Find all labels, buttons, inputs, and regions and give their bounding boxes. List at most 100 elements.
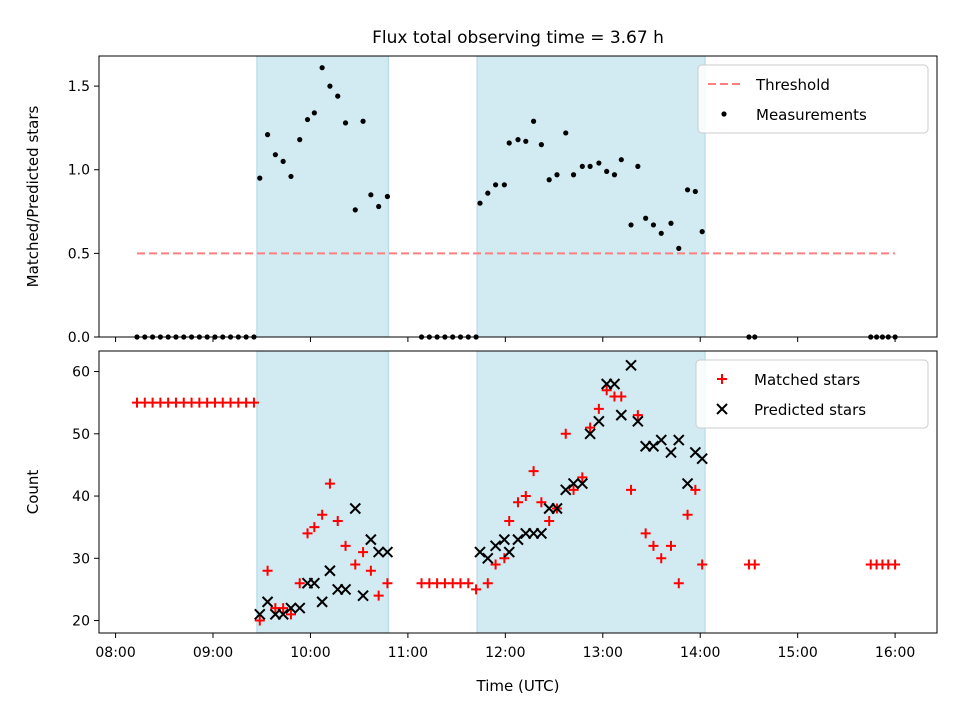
data-point [368, 192, 374, 198]
data-point [297, 137, 303, 143]
data-point [278, 603, 289, 614]
data-point [676, 245, 682, 251]
x-tick-label: 08:00 [95, 645, 135, 661]
data-point [309, 522, 320, 533]
data-point [611, 172, 618, 178]
x-tick-label: 09:00 [193, 645, 233, 661]
y-tick-label: 1.0 [68, 163, 90, 179]
data-point [690, 484, 701, 495]
data-point [546, 177, 552, 183]
data-point [567, 477, 580, 490]
data-point [699, 229, 705, 235]
data-point [492, 182, 499, 188]
data-point [625, 359, 637, 372]
data-point [474, 546, 486, 558]
data-point [316, 596, 328, 608]
data-point [640, 528, 651, 539]
data-point [277, 608, 289, 621]
data-point [544, 515, 555, 526]
data-point [655, 434, 667, 446]
data-point [381, 546, 394, 558]
data-point [577, 472, 588, 483]
data-point [665, 446, 677, 459]
data-point [365, 533, 377, 546]
legend-label: Matched stars [754, 371, 860, 389]
data-point [382, 578, 393, 589]
data-point [350, 559, 361, 570]
data-point [681, 477, 694, 490]
data-point [272, 152, 278, 158]
data-point [596, 160, 602, 166]
data-point [358, 547, 369, 558]
data-point [579, 163, 585, 169]
data-point [498, 533, 511, 546]
data-point [471, 584, 482, 595]
data-point [551, 502, 563, 515]
data-point [360, 118, 366, 124]
observing-window [476, 55, 706, 338]
data-point [656, 553, 667, 564]
data-point [349, 502, 361, 515]
y-tick-label: 20 [72, 614, 90, 630]
observing-window [256, 350, 389, 634]
data-point [615, 409, 627, 421]
data-point [515, 137, 521, 143]
data-point [294, 602, 306, 614]
legend-box [697, 64, 929, 134]
data-point [665, 540, 676, 551]
data-point [311, 110, 317, 116]
data-point [604, 168, 610, 175]
y-tick-label: 0.0 [68, 330, 90, 346]
data-point [682, 509, 693, 520]
chart-title: Flux total observing time = 3.67 h [372, 28, 664, 48]
data-point [626, 484, 637, 495]
data-point [513, 497, 523, 508]
data-point [568, 484, 579, 495]
legend-box [695, 359, 929, 429]
data-point [628, 222, 634, 228]
data-point [632, 410, 643, 421]
data-point [308, 577, 321, 589]
y-axis-label: Count [24, 470, 42, 515]
data-point [489, 540, 502, 552]
observing-window [256, 55, 389, 338]
data-point [523, 138, 529, 144]
data-point [373, 590, 384, 601]
data-point [501, 182, 507, 188]
data-point [302, 528, 313, 539]
data-point [563, 130, 569, 136]
data-point [536, 497, 547, 508]
data-point [372, 546, 385, 558]
axes-frame [98, 55, 938, 338]
data-point [618, 157, 624, 163]
data-point [340, 540, 351, 551]
data-point [560, 428, 571, 439]
data-point [584, 428, 596, 440]
data-point [749, 559, 760, 570]
data-point [535, 527, 548, 540]
data-point [324, 565, 336, 577]
data-point [485, 190, 491, 196]
data-point [352, 207, 358, 213]
y-tick-label: 0.5 [68, 246, 90, 262]
data-point [643, 215, 649, 221]
y-tick-label: 40 [72, 489, 90, 505]
data-point [317, 509, 328, 520]
data-point [376, 203, 382, 210]
data-point [601, 385, 612, 396]
observing-window [476, 350, 706, 634]
x-tick-label: 11:00 [388, 645, 428, 661]
data-point [692, 188, 698, 195]
data-point [560, 484, 572, 496]
data-point [504, 515, 515, 526]
data-point [530, 118, 537, 124]
data-point [288, 173, 294, 180]
data-point [506, 140, 512, 146]
data-point [324, 478, 335, 489]
data-point [587, 163, 593, 169]
data-point [554, 172, 560, 178]
x-tick-label: 13:00 [583, 645, 623, 661]
data-point [254, 608, 266, 621]
y-tick-label: 30 [72, 551, 90, 567]
data-point [570, 172, 577, 178]
